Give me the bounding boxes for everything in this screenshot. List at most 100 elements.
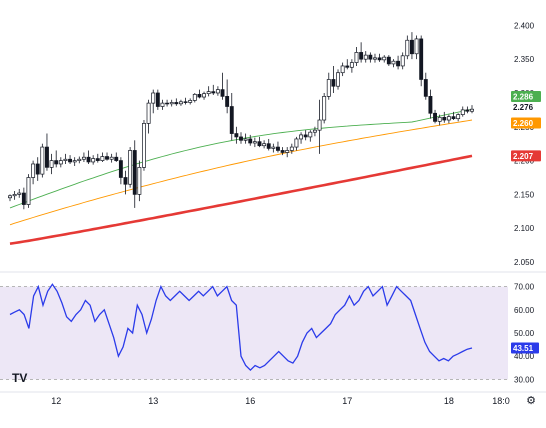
x-tick-label: 18:0 bbox=[492, 396, 510, 406]
candle-body bbox=[340, 65, 345, 74]
candle-body bbox=[17, 192, 22, 195]
candle-body bbox=[206, 91, 211, 95]
candle-body bbox=[174, 102, 179, 105]
candle-body bbox=[331, 79, 336, 87]
candle-body bbox=[118, 160, 123, 178]
candle-body bbox=[363, 54, 368, 60]
candle-body bbox=[428, 96, 433, 114]
candle-body bbox=[81, 156, 86, 160]
candle-body bbox=[234, 133, 239, 138]
candle-body bbox=[419, 38, 424, 80]
candle-body bbox=[460, 109, 465, 115]
candle-body bbox=[446, 116, 451, 121]
candle-body bbox=[396, 60, 401, 67]
candle-body bbox=[257, 141, 262, 147]
candle-body bbox=[26, 177, 31, 205]
x-tick-label: 17 bbox=[342, 396, 352, 406]
rsi-band-fill bbox=[0, 286, 508, 380]
candle-body bbox=[354, 52, 359, 63]
rsi-y-tick-label: 70.00 bbox=[514, 283, 535, 292]
candle-body bbox=[169, 102, 174, 105]
candle-body bbox=[77, 158, 82, 161]
rsi-last-value-label: 43.51 bbox=[513, 344, 534, 353]
candle-body bbox=[109, 156, 114, 160]
candle-body bbox=[183, 101, 188, 103]
price-y-tick-label: 2.350 bbox=[514, 55, 535, 64]
candle-body bbox=[100, 156, 105, 161]
candle-body bbox=[86, 156, 91, 163]
candle-body bbox=[409, 39, 414, 55]
ma-value-badge: 2.260 bbox=[513, 119, 534, 128]
candle-body bbox=[326, 79, 331, 97]
ma-value-badge-bg bbox=[511, 90, 541, 102]
candle-body bbox=[285, 150, 290, 153]
candle-body bbox=[229, 106, 234, 134]
candle-body bbox=[128, 150, 133, 185]
candle-body bbox=[225, 96, 230, 107]
candle-body bbox=[368, 54, 373, 60]
candle-body bbox=[215, 89, 220, 94]
candle-body bbox=[465, 109, 470, 112]
candle-body bbox=[299, 134, 304, 140]
candle-body bbox=[271, 146, 276, 149]
candle-body bbox=[248, 138, 253, 144]
last-price-label-bg bbox=[511, 101, 541, 113]
candle-body bbox=[188, 100, 193, 103]
rsi-y-tick-label: 40.00 bbox=[514, 352, 535, 361]
candle-body bbox=[91, 158, 96, 163]
last-price-label: 2.276 bbox=[513, 103, 534, 112]
ma-value-badge-bg bbox=[511, 150, 541, 162]
candle-body bbox=[114, 156, 119, 161]
candle-body bbox=[359, 52, 364, 60]
candle-body bbox=[21, 192, 26, 205]
candle-body bbox=[433, 112, 437, 122]
candle-body bbox=[165, 102, 170, 105]
candle-body bbox=[132, 150, 137, 195]
candle-body bbox=[243, 138, 248, 141]
price-y-tick-label: 2.050 bbox=[514, 258, 535, 267]
candle-body bbox=[239, 136, 243, 141]
candle-body bbox=[151, 92, 156, 104]
candle-body bbox=[391, 60, 396, 65]
candle-body bbox=[146, 102, 151, 124]
price-y-tick-label: 2.400 bbox=[514, 21, 535, 30]
rsi-y-tick-label: 30.00 bbox=[514, 375, 535, 384]
candle-body bbox=[8, 195, 12, 199]
candle-body bbox=[202, 93, 206, 98]
candle-body bbox=[105, 156, 109, 160]
candle-body bbox=[72, 160, 77, 163]
candle-body bbox=[40, 146, 45, 175]
candle-body bbox=[442, 116, 447, 121]
candle-body bbox=[382, 56, 387, 61]
moving-average-line bbox=[9, 119, 473, 226]
tradingview-logo: TV bbox=[12, 371, 27, 385]
candle-body bbox=[63, 158, 68, 161]
gear-icon[interactable]: ⚙ bbox=[526, 395, 536, 407]
candle-body bbox=[35, 163, 40, 175]
candle-body bbox=[31, 163, 36, 178]
candle-body bbox=[280, 150, 285, 153]
candle-body bbox=[386, 56, 391, 65]
x-tick-label: 12 bbox=[51, 396, 61, 406]
candle-body bbox=[373, 57, 377, 60]
candle-body bbox=[54, 160, 59, 165]
candle-body bbox=[308, 131, 313, 138]
candle-body bbox=[142, 123, 146, 168]
candle-body bbox=[68, 158, 73, 163]
candle-body bbox=[303, 134, 308, 138]
candle-body bbox=[95, 158, 100, 161]
candle-body bbox=[220, 89, 225, 97]
candle-body bbox=[123, 177, 128, 185]
candle-body bbox=[400, 55, 405, 67]
candle-body bbox=[336, 72, 340, 87]
candle-body bbox=[322, 96, 327, 121]
candle-body bbox=[192, 93, 197, 101]
candle-body bbox=[45, 146, 49, 168]
candle-body bbox=[137, 167, 142, 195]
rsi-line bbox=[9, 283, 473, 372]
candle-body bbox=[349, 62, 354, 68]
candle-body bbox=[155, 92, 160, 107]
price-pane: 2.0502.1002.1502.2002.2502.3002.3502.400… bbox=[0, 21, 546, 273]
ma-value-badge: 2.207 bbox=[513, 152, 534, 161]
